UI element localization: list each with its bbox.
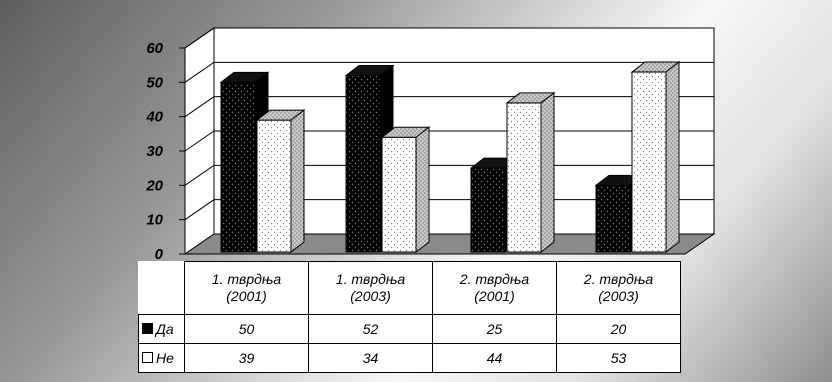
category-label: (2001) [226, 288, 267, 304]
bar-front [595, 184, 631, 253]
value-cell: 25 [432, 314, 557, 344]
bar-side [665, 61, 680, 254]
value-cell: 44 [432, 343, 557, 373]
value-cell: 20 [556, 314, 681, 344]
gridline [184, 61, 714, 83]
category-label: 2. тврдња [459, 271, 530, 287]
gridline [184, 27, 714, 49]
y-tick-label: 50 [146, 74, 163, 91]
value-cell: 34 [308, 343, 433, 373]
bar-ne [255, 109, 306, 254]
category-cell: 1. тврдња (2001) [184, 261, 309, 315]
legend-entry-ne: Не [138, 343, 185, 373]
y-tick-label: 40 [145, 109, 163, 126]
category-cell: 2. тврдња (2001) [432, 261, 557, 315]
series-name: Да [156, 321, 174, 337]
legend-key-da [142, 323, 153, 334]
bars [219, 61, 681, 254]
category-label: (2001) [474, 288, 515, 304]
bar-front [631, 71, 667, 253]
y-tick-label: 30 [146, 143, 163, 160]
category-label: 1. тврдња [335, 271, 406, 287]
bar-ne [630, 61, 681, 254]
y-tick-label: 20 [145, 177, 163, 194]
table-corner [139, 262, 185, 315]
y-axis: 0 10 20 30 40 50 60 [145, 40, 186, 263]
series-row-ne: Не 39 34 44 53 [138, 343, 681, 373]
bar-front [381, 136, 417, 253]
y-tick-label: 10 [146, 212, 163, 229]
category-cell: 2. тврдња (2003) [556, 261, 681, 315]
category-label: (2003) [350, 288, 391, 304]
bar-side [540, 91, 555, 254]
category-cell: 1. тврдња (2003) [308, 261, 433, 315]
floor [183, 233, 716, 255]
data-table: 1. тврдња (2001) 1. тврдња (2003) 2. тврдњ… [138, 261, 681, 373]
bar-front [470, 167, 506, 253]
bar-ne [380, 126, 431, 254]
legend-key-ne [142, 352, 153, 363]
y-tick-label: 0 [155, 246, 164, 263]
value-cell: 39 [184, 343, 309, 373]
series-row-da: Да 50 52 25 20 [138, 314, 681, 344]
bar-front [506, 102, 542, 253]
value-cell: 52 [308, 314, 433, 344]
value-cell: 53 [556, 343, 681, 373]
bar-front [256, 119, 292, 253]
bar-front [345, 74, 381, 253]
bar-front [220, 81, 256, 253]
category-label: (2003) [598, 288, 639, 304]
category-header-row: 1. тврдња (2001) 1. тврдња (2003) 2. тврдњ… [139, 261, 681, 315]
bar-side [415, 126, 430, 254]
value-cell: 50 [184, 314, 309, 344]
legend-entry-da: Да [138, 314, 185, 344]
category-label: 1. тврдња [211, 271, 282, 287]
y-tick-label: 60 [146, 40, 163, 57]
bar-ne [505, 91, 556, 254]
bar-side [290, 109, 305, 254]
category-label: 2. тврдња [583, 271, 654, 287]
series-name: Не [156, 350, 174, 366]
